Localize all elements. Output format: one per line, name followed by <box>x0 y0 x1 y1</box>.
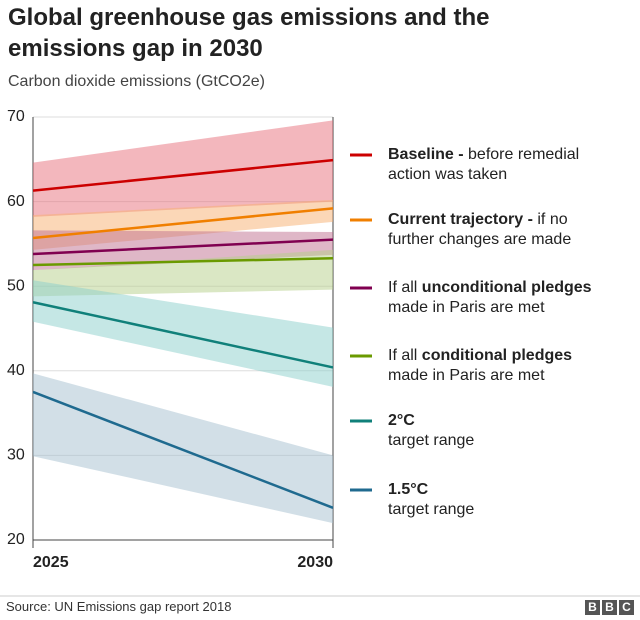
legend-text: 2°C <box>388 412 415 429</box>
legend-text: made in Paris are met <box>388 367 545 384</box>
legend-text: Baseline - <box>388 146 468 163</box>
y-tick-label: 60 <box>7 193 25 210</box>
series-line <box>32 301 334 369</box>
range-band <box>33 230 333 271</box>
y-tick-label: 30 <box>7 447 25 464</box>
legend-label: If all unconditional pledges <box>388 279 592 296</box>
legend-text: action was taken <box>388 166 507 183</box>
x-tick-label: 2030 <box>297 554 333 571</box>
series-line <box>32 238 334 256</box>
x-tick-label: 2025 <box>33 554 69 571</box>
logo-letter: B <box>585 600 600 615</box>
series-line <box>32 390 334 510</box>
series-line <box>32 257 334 267</box>
y-tick-label: 50 <box>7 277 25 294</box>
legend-label: Baseline - before remedial <box>388 146 579 163</box>
chart-title: Global greenhouse gas emissions and the … <box>8 4 490 62</box>
legend-text: Current trajectory - <box>388 211 537 228</box>
legend-text: unconditional pledges <box>422 279 592 296</box>
legend-text: target range <box>388 432 474 449</box>
legend-label: If all conditional pledges <box>388 347 572 364</box>
legend-text: further changes are made <box>388 231 571 248</box>
range-band <box>33 249 333 297</box>
legend-text: if no <box>537 211 567 228</box>
legend-text: 1.5°C <box>388 481 429 498</box>
legend-label: action was taken <box>388 166 507 183</box>
logo: B B C <box>585 600 634 615</box>
legend-label: made in Paris are met <box>388 299 545 316</box>
y-tick-label: 40 <box>7 362 25 379</box>
series-line <box>32 158 334 192</box>
range-band <box>33 373 333 524</box>
legend-text: made in Paris are met <box>388 299 545 316</box>
y-tick-label: 20 <box>7 531 25 548</box>
y-tick-label: 70 <box>7 108 25 125</box>
logo-letter: B <box>602 600 617 615</box>
legend-label: 1.5°C <box>388 481 429 498</box>
legend-text: conditional pledges <box>422 347 572 364</box>
legend-label: 2°C <box>388 412 415 429</box>
legend-label: target range <box>388 501 474 518</box>
chart-subtitle: Carbon dioxide emissions (GtCO2e) <box>8 73 265 90</box>
logo-letter: C <box>619 600 634 615</box>
range-band <box>33 120 333 217</box>
legend-text: If all <box>388 347 422 364</box>
legend-label: target range <box>388 432 474 449</box>
legend-label: further changes are made <box>388 231 571 248</box>
legend-label: Current trajectory - if no <box>388 211 568 228</box>
legend-text: If all <box>388 279 422 296</box>
legend-text: target range <box>388 501 474 518</box>
legend-label: made in Paris are met <box>388 367 545 384</box>
series-line <box>32 207 334 240</box>
legend-text: before remedial <box>468 146 579 163</box>
source: Source: UN Emissions gap report 2018 <box>6 599 232 614</box>
